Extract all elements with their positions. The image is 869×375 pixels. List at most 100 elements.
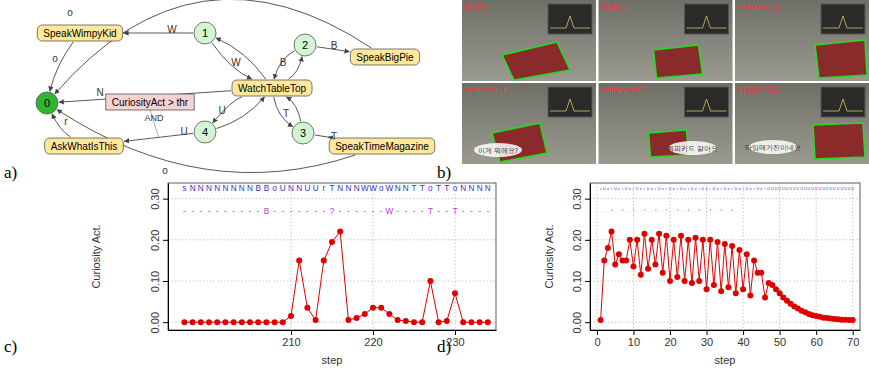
- x-tick-label: 220: [364, 336, 382, 348]
- x-tick-label: 50: [774, 336, 786, 348]
- annotation-text: o: [651, 187, 653, 191]
- annotation-text: o: [760, 187, 762, 191]
- annotation-text: -: [615, 209, 617, 213]
- grid-line-y: [590, 198, 860, 199]
- node: 4: [194, 121, 216, 143]
- x-axis-title: step: [322, 354, 343, 366]
- annotation-text: N: [247, 184, 253, 193]
- photo-frame: BigPie: [462, 0, 596, 81]
- annotation-text: U: [793, 187, 796, 191]
- annotation-text: N: [222, 184, 228, 193]
- data-point: [612, 262, 618, 268]
- annotation-text: N: [198, 184, 204, 193]
- x-tick-mark: [455, 330, 456, 335]
- y-tick: 0.10: [149, 271, 168, 292]
- grid-line-y: [590, 281, 860, 282]
- nodes: 01234WatchTableTopSpeakWimpyKidSpeakBigP…: [36, 22, 435, 154]
- x-tick-label: 0: [594, 336, 600, 348]
- data-point: [685, 237, 691, 243]
- photo-frame: WimpyKid01윔피키드 같아요: [599, 83, 733, 164]
- annotation-text: -: [183, 207, 186, 216]
- node: 0: [36, 92, 58, 114]
- annotation-text: s: [600, 187, 602, 191]
- annotation-text: r: [644, 187, 646, 191]
- y-tick-mark: [585, 199, 590, 200]
- y-tick-mark: [585, 322, 590, 323]
- node-label: 2: [302, 39, 308, 51]
- data-point: [403, 318, 409, 324]
- photo-grid: BigPieBigPieunknown_1unknown_1이게 뭐에요?Wim…: [462, 0, 869, 164]
- annotation-text: U: [280, 184, 286, 193]
- grid-line-y: [168, 281, 496, 282]
- edge: [213, 97, 242, 123]
- annotation-text: U: [603, 187, 606, 191]
- annotation-text: N: [206, 184, 212, 193]
- y-axis-title: Curiosity Act.: [543, 224, 555, 288]
- x-tick-label: 20: [664, 336, 676, 348]
- data-point: [601, 257, 607, 263]
- annotation-text: o: [673, 187, 675, 191]
- y-tick: 0.20: [571, 230, 590, 251]
- data-point: [682, 278, 688, 284]
- edge-label: U: [180, 126, 187, 137]
- node-label: SpeakTimeMagazine: [335, 141, 429, 152]
- annotation-text: U: [808, 187, 811, 191]
- annotation-text: r: [666, 187, 668, 191]
- frame-label: unknown_1: [465, 85, 506, 94]
- x-tick: 40: [737, 330, 749, 348]
- data-point: [696, 278, 702, 284]
- inset-plot: [685, 87, 729, 117]
- annotation-text: T: [420, 184, 425, 193]
- data-point: [427, 278, 433, 284]
- data-point: [736, 247, 742, 253]
- annotation-text: -: [224, 207, 227, 216]
- data-point: [850, 317, 856, 323]
- series-line: [601, 232, 853, 321]
- x-tick: 220: [364, 330, 382, 348]
- data-point: [693, 235, 699, 241]
- annotation-text: N: [477, 184, 483, 193]
- annotation-text: W: [386, 184, 394, 193]
- edge-label: B: [331, 40, 338, 51]
- inset-line: [687, 99, 727, 111]
- y-tick: 0.30: [149, 188, 168, 209]
- data-point: [740, 286, 746, 292]
- annotation-text: r: [753, 187, 755, 191]
- annotation-text: U: [625, 187, 628, 191]
- data-point: [638, 272, 644, 278]
- annotation-text: U: [797, 187, 800, 191]
- annotation-text: -: [640, 209, 642, 213]
- edge-label: o: [162, 165, 168, 176]
- annotation-text: B: [264, 184, 270, 193]
- annotation-text: ?: [622, 209, 624, 213]
- node: WatchTableTop: [232, 80, 312, 96]
- data-point: [460, 319, 466, 325]
- annotation-text: r: [764, 187, 766, 191]
- data-point: [762, 294, 768, 300]
- annotations: sNNNNNNNNBBoUNNUUrTNNNWWoWNNTToTToNNNN--…: [182, 184, 490, 216]
- node-label: 4: [202, 126, 208, 138]
- annotation-text: -: [691, 209, 693, 213]
- data-point: [444, 318, 450, 324]
- y-tick-label: 0.00: [149, 312, 161, 333]
- annotation-text: U: [636, 187, 639, 191]
- annotation-text: ?: [654, 209, 656, 213]
- y-tick-label: 0.00: [571, 312, 583, 333]
- data-point: [652, 262, 658, 268]
- annotation-text: ?: [709, 209, 711, 213]
- annotation-text: -: [486, 207, 489, 216]
- annotation-text: U: [829, 187, 832, 191]
- annotation-text: o: [738, 187, 740, 191]
- panel-label: a): [4, 163, 17, 182]
- edge-label: W: [167, 24, 177, 35]
- annotation-text: -: [363, 207, 366, 216]
- node-circle: [194, 121, 216, 143]
- frame-label: WimpyKid01: [602, 85, 647, 94]
- annotation-text: o: [716, 187, 718, 191]
- node-circle: [36, 92, 58, 114]
- y-axis-line: [590, 184, 591, 331]
- annotation-text: -: [314, 207, 317, 216]
- node: 2: [294, 34, 316, 56]
- y-tick-label: 0.20: [571, 230, 583, 251]
- annotation-text: U: [778, 187, 781, 191]
